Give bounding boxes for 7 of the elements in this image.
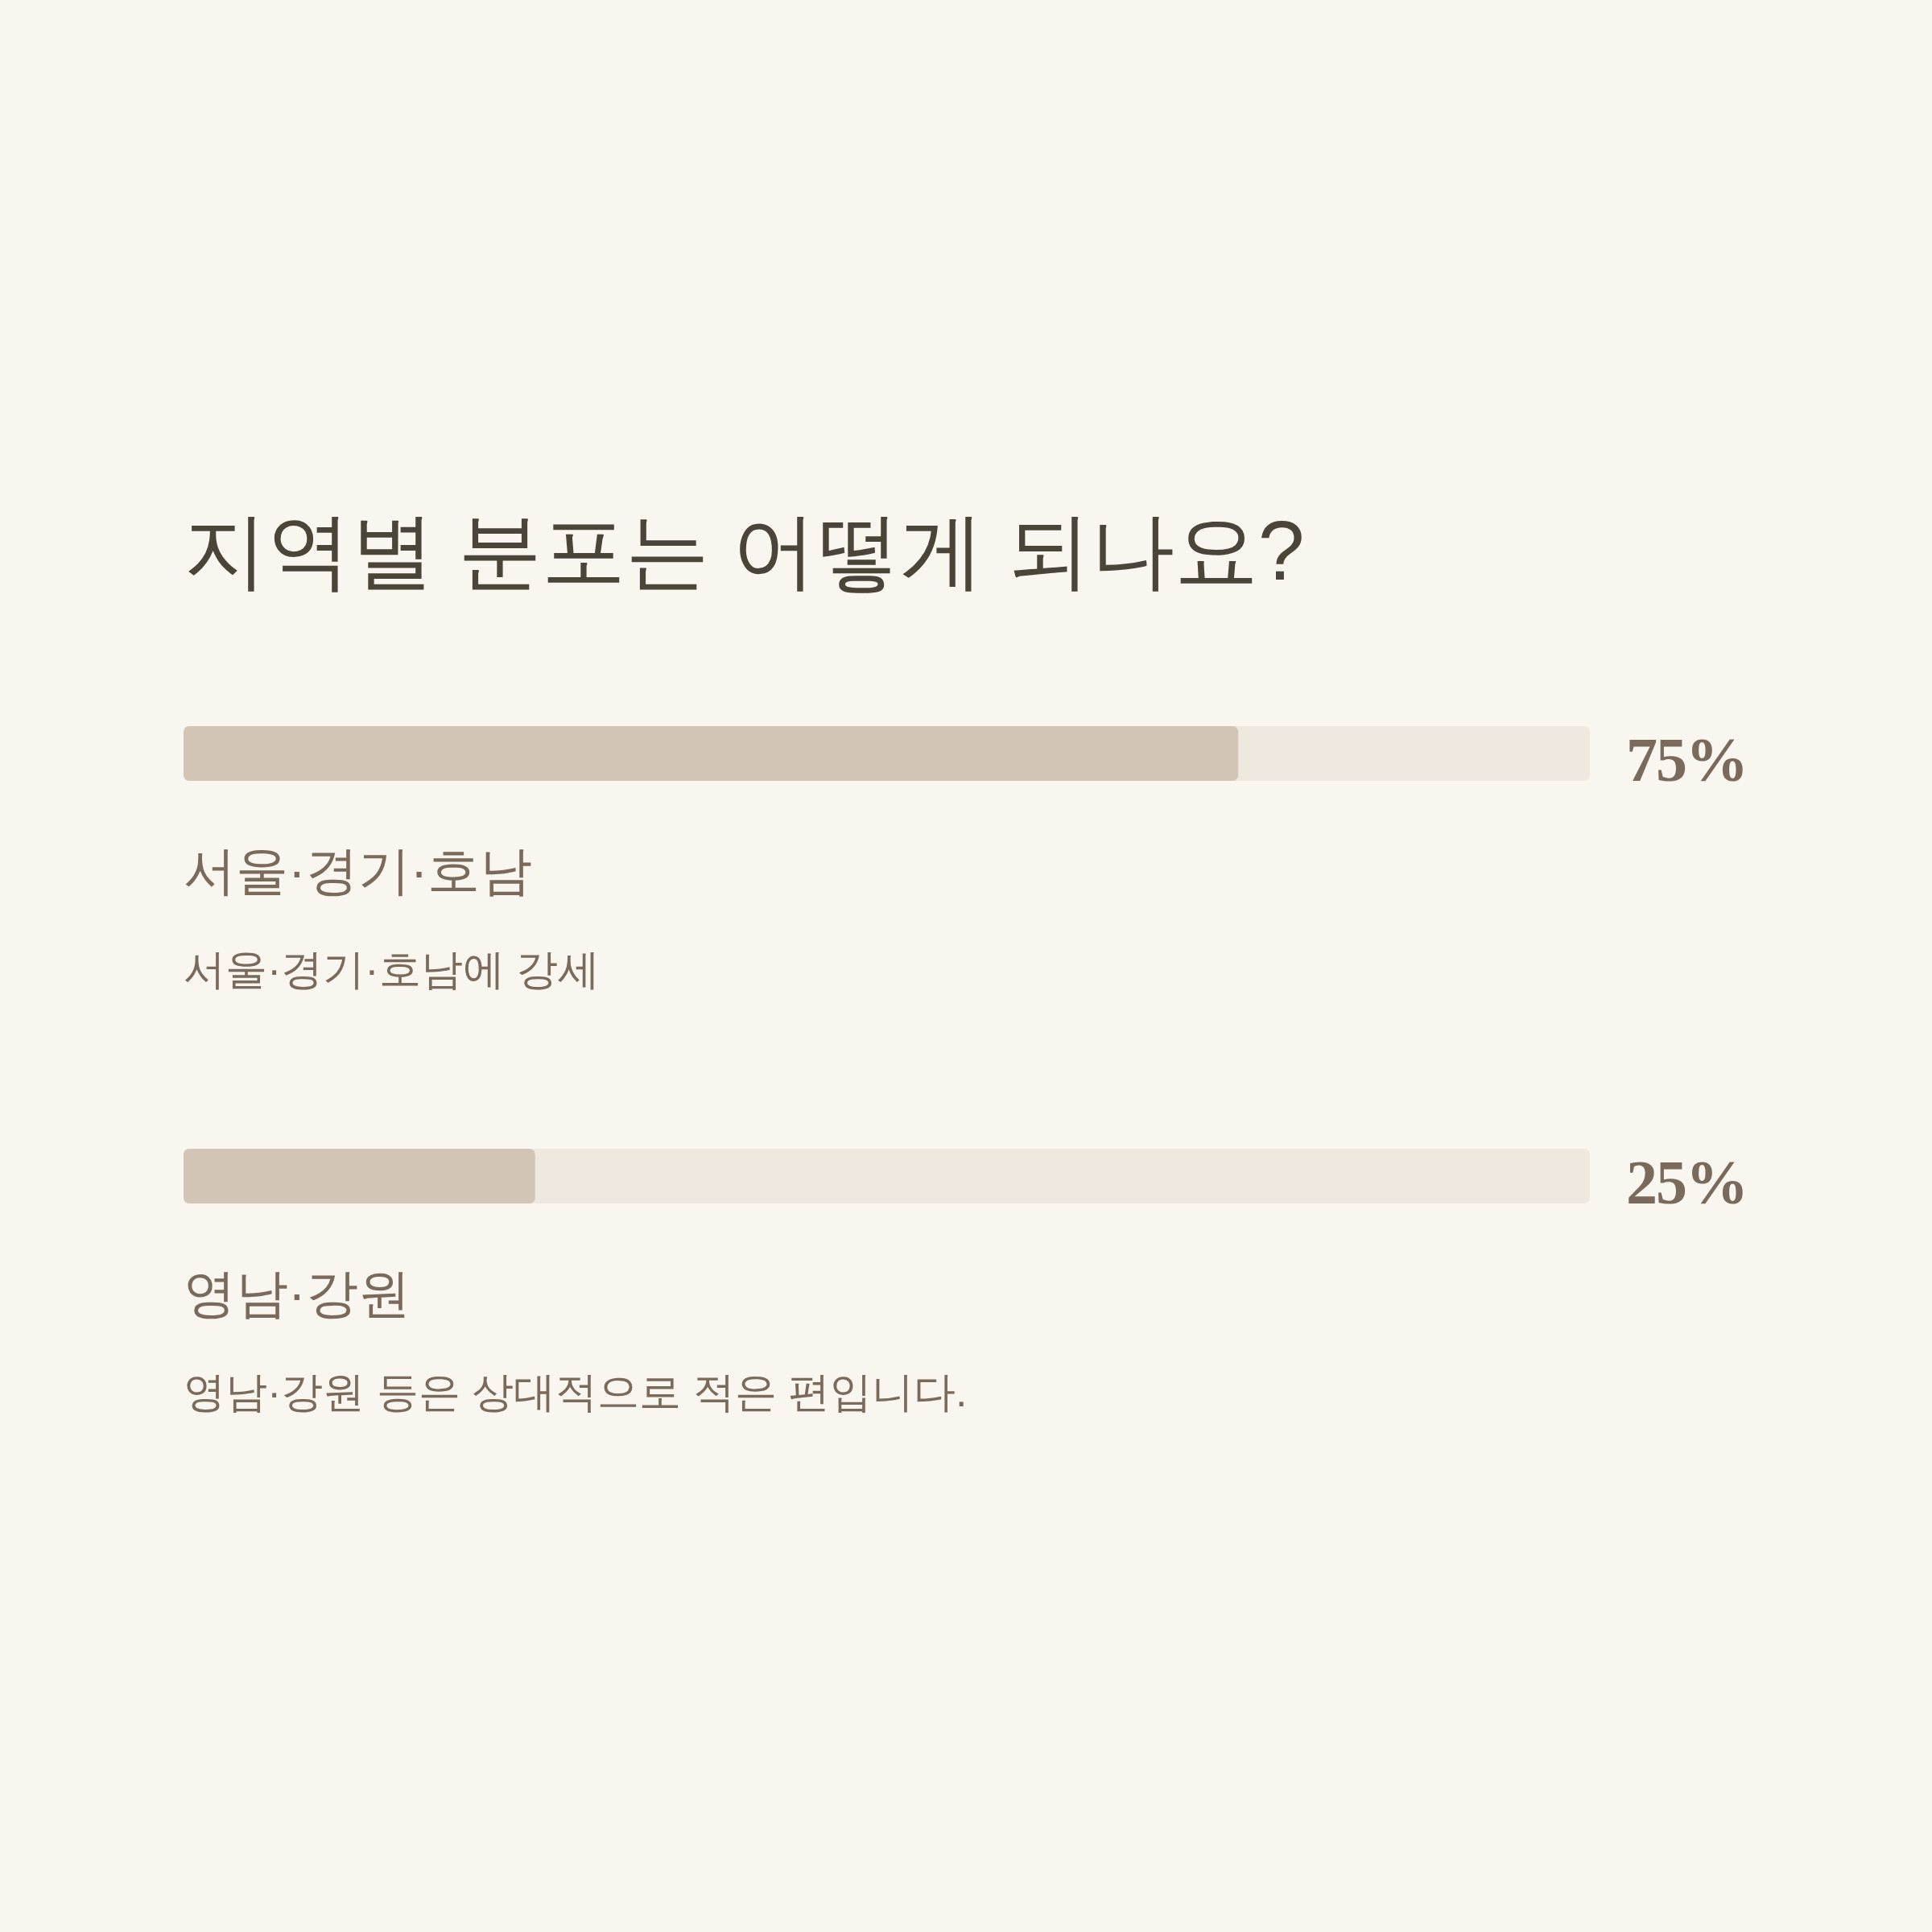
value-label: 25% <box>1626 1147 1747 1217</box>
value-label: 75% <box>1626 724 1747 795</box>
annotation: 서울·경기·호남에 강세 <box>184 946 601 993</box>
title: 지역별 분포는 어떻게 되나요? <box>184 504 1305 597</box>
category-label: 서울·경기·호남 <box>184 841 533 900</box>
annotation: 영남·강원 등은 상대적으로 적은 편입니다. <box>184 1368 968 1415</box>
category-label: 영남·강원 <box>184 1264 411 1323</box>
